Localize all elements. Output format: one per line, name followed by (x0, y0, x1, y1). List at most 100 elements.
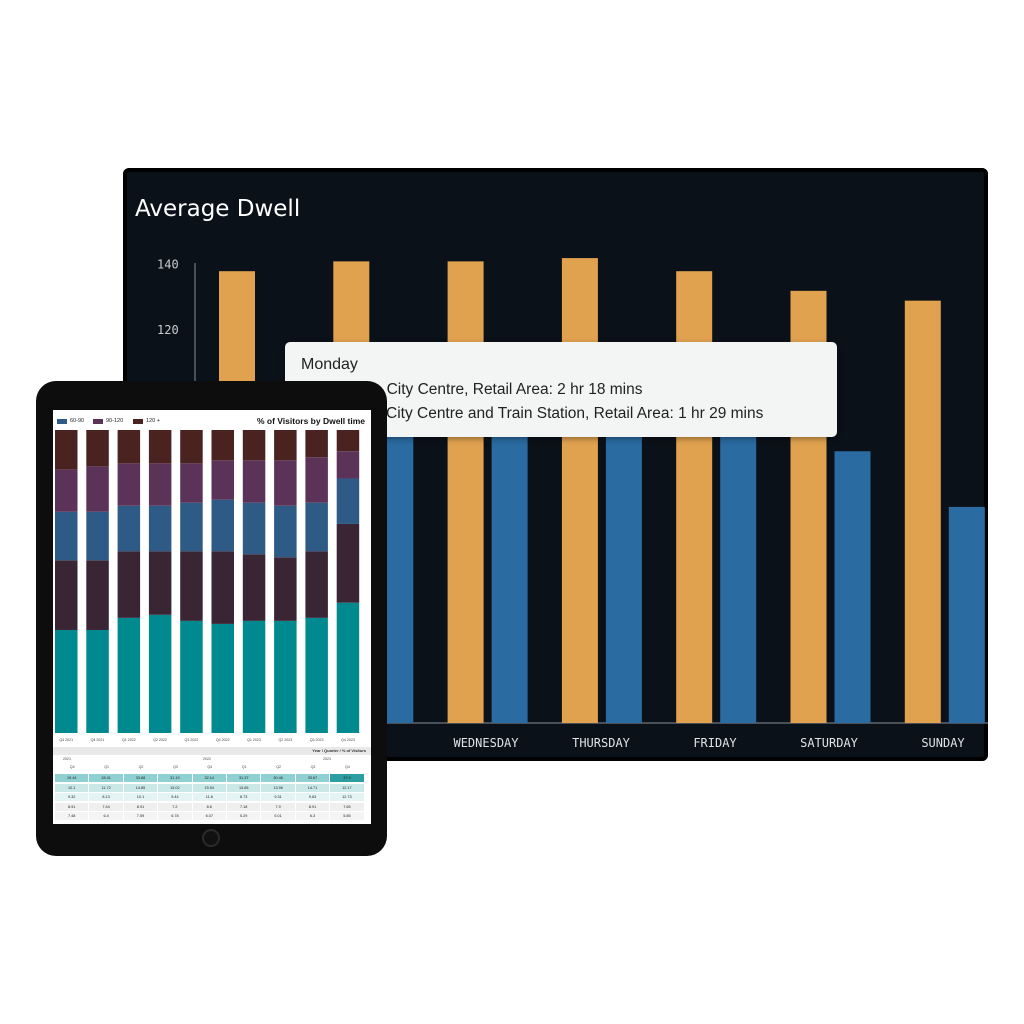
table-cell: 5.85 (330, 812, 365, 820)
stack-segment[interactable] (336, 478, 360, 524)
stack-segment[interactable] (55, 469, 78, 512)
table-cell: 37.9 (330, 774, 365, 782)
bar-sunday-series-2[interactable] (948, 506, 985, 723)
quarter-label: Q1 2023 (247, 738, 261, 742)
table-cell: 7.65 (330, 802, 365, 811)
table-quarter-header: Q1 (241, 765, 247, 769)
table-cell: 7.18 (227, 802, 262, 811)
table-year: 2023 (323, 757, 331, 761)
bar-sunday-series-1[interactable] (904, 300, 941, 723)
x-tick-label: FRIDAY (693, 736, 737, 750)
table-header: Year / Quarter / % of Visitors (53, 747, 371, 755)
bar-friday-series-1[interactable] (676, 271, 713, 723)
stack-segment[interactable] (148, 551, 172, 615)
quarter-label: Q2 2022 (153, 738, 167, 742)
stack-segment[interactable] (274, 557, 297, 621)
table-quarter-header: Q1 (104, 765, 109, 769)
table-cell: 11.6 (192, 793, 227, 801)
stack-segment[interactable] (336, 430, 360, 452)
bar-thursday-series-1[interactable] (561, 258, 598, 723)
quarter-label: Q4 2023 (341, 738, 355, 742)
stack-segment[interactable] (305, 617, 328, 733)
stack-segment[interactable] (336, 602, 360, 733)
stack-segment[interactable] (117, 617, 141, 733)
legend-swatch (57, 418, 67, 424)
table-quarter-header: Q4 (344, 765, 350, 769)
stack-segment[interactable] (55, 511, 78, 561)
bar-wednesday-series-1[interactable] (447, 261, 484, 723)
stack-segment[interactable] (180, 502, 203, 552)
stack-segment[interactable] (117, 463, 141, 506)
table-quarter-header: Q2 (276, 765, 281, 769)
table-cell: 33.67 (295, 774, 331, 782)
table-cell: 14.71 (295, 783, 331, 792)
stack-segment[interactable] (117, 430, 141, 464)
table-cell: 32.14 (192, 774, 227, 782)
legend-swatch (93, 418, 103, 424)
table-year: 2021 (63, 757, 71, 761)
stack-segment[interactable] (336, 451, 360, 479)
stack-segment[interactable] (180, 463, 203, 503)
stack-segment[interactable] (55, 560, 78, 630)
bar-wednesday-series-2[interactable] (491, 431, 528, 723)
table-quarter-header: Q3 (172, 765, 178, 769)
stack-segment[interactable] (86, 466, 109, 512)
stack-segment[interactable] (274, 460, 297, 506)
stack-segment[interactable] (211, 430, 235, 461)
table-cell: 7.2 (158, 802, 193, 811)
stack-segment[interactable] (148, 614, 172, 733)
stack-segment[interactable] (86, 629, 109, 733)
table-cell: 13.96 (261, 783, 296, 792)
stack-segment[interactable] (274, 505, 297, 558)
stack-segment[interactable] (242, 554, 266, 621)
bar-friday-series-2[interactable] (720, 431, 757, 723)
table-cell: 6.4 (89, 812, 124, 820)
table-cell: 12.73 (330, 793, 365, 801)
quarter-label: Q1 2022 (122, 738, 136, 742)
stack-segment[interactable] (242, 620, 266, 733)
stack-segment[interactable] (86, 560, 109, 630)
table-cell: 8.73 (227, 793, 262, 801)
stack-segment[interactable] (211, 623, 235, 733)
stack-segment[interactable] (305, 502, 328, 552)
stack-segment[interactable] (242, 502, 266, 555)
stack-segment[interactable] (336, 523, 360, 603)
table-cell: 33.88 (123, 774, 159, 782)
quarter-label: Q4 2021 (91, 738, 105, 742)
table-cell: 8.13 (89, 793, 124, 801)
table-cell: 13.65 (227, 783, 262, 792)
tablet-screen: Q4 2021 Q4 2021 Q1 2022 Q2 2022 Q3 2022 Q4 20… (53, 410, 371, 824)
stack-segment[interactable] (148, 430, 172, 464)
stack-segment[interactable] (86, 430, 109, 467)
table-cell: 9.31 (261, 793, 296, 801)
stack-segment[interactable] (55, 430, 78, 470)
stack-segment[interactable] (148, 505, 172, 552)
stack-segment[interactable] (55, 629, 78, 733)
stack-segment[interactable] (117, 551, 141, 618)
stack-segment[interactable] (305, 457, 328, 503)
stack-segment[interactable] (117, 505, 141, 552)
stack-segment[interactable] (211, 460, 235, 500)
stack-segment[interactable] (148, 463, 172, 506)
stack-segment[interactable] (242, 430, 266, 461)
home-button[interactable] (202, 829, 220, 847)
stack-segment[interactable] (274, 620, 297, 733)
bar-thursday-series-2[interactable] (605, 431, 642, 723)
bar-saturday-series-2[interactable] (834, 451, 871, 723)
stack-segment[interactable] (180, 620, 203, 733)
stack-segment[interactable] (274, 430, 297, 461)
tablet-device: Q4 2021 Q4 2021 Q1 2022 Q2 2022 Q3 2022 Q4 20… (36, 381, 387, 856)
stack-segment[interactable] (242, 460, 266, 503)
quarter-label: Q4 2022 (216, 738, 230, 742)
stack-segment[interactable] (305, 430, 328, 458)
table-cell: 14.85 (123, 783, 159, 792)
stack-segment[interactable] (211, 551, 235, 624)
stack-segment[interactable] (305, 551, 328, 618)
table-cell: 6.78 (158, 812, 193, 820)
table-cell: 7.59 (123, 812, 159, 820)
stack-segment[interactable] (180, 551, 203, 621)
stack-segment[interactable] (211, 499, 235, 552)
stack-segment[interactable] (180, 430, 203, 464)
y-tick-label: 120 (157, 323, 179, 337)
stack-segment[interactable] (86, 511, 109, 561)
